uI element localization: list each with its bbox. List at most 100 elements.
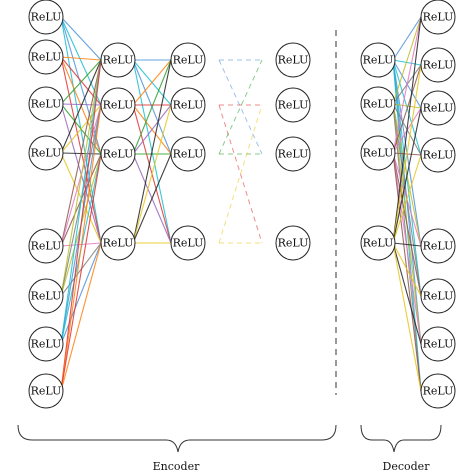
edge-decoder <box>392 16 422 61</box>
decoder-output-node: ReLU <box>420 326 456 362</box>
decoder-input-node: ReLU <box>360 42 396 78</box>
neuron-label: ReLU <box>31 385 62 398</box>
encoder-hidden1-node: ReLU <box>100 136 136 172</box>
edge-input-hidden1 <box>60 242 102 392</box>
neuron-label: ReLU <box>103 99 134 112</box>
neuron-label: ReLU <box>278 237 309 250</box>
neuron-label: ReLU <box>103 237 134 250</box>
encoder-input-node: ReLU <box>28 0 64 35</box>
decoder-input-node: ReLU <box>360 135 396 171</box>
neuron-circle <box>275 225 311 261</box>
edge-decoder <box>392 16 422 244</box>
decoder-output-node: ReLU <box>420 47 456 83</box>
encoder-input-node: ReLU <box>28 373 64 409</box>
encoder-hidden2-node: ReLU <box>170 136 206 172</box>
edge-input-hidden1 <box>60 16 102 61</box>
encoder-input-node: ReLU <box>28 39 64 75</box>
neuron-circle <box>420 47 456 83</box>
edge-input-hidden1 <box>60 56 102 61</box>
neuron-circle <box>420 326 456 362</box>
edge-decoder <box>392 59 422 66</box>
encoder-output-node: ReLU <box>275 136 311 172</box>
neuron-circle <box>275 42 311 78</box>
neuron-circle <box>420 373 456 409</box>
neuron-label: ReLU <box>423 338 454 351</box>
edge-decoder <box>392 242 422 247</box>
neuron-circle <box>170 42 206 78</box>
neuron-circle <box>100 87 136 123</box>
encoder-brace <box>17 424 337 453</box>
neuron-label: ReLU <box>423 11 454 24</box>
decoder-input-node: ReLU <box>360 225 396 261</box>
edge-hidden2-output <box>218 59 263 155</box>
encoder-hidden2-node: ReLU <box>170 87 206 123</box>
neuron-label: ReLU <box>31 98 62 111</box>
edge-input-hidden1 <box>60 16 102 155</box>
neuron-label: ReLU <box>103 54 134 67</box>
decoder-output-node: ReLU <box>420 373 456 409</box>
neuron-label: ReLU <box>31 11 62 24</box>
neuron-label: ReLU <box>423 290 454 303</box>
neuron-circle <box>28 326 64 362</box>
edge-input-hidden1 <box>60 59 102 154</box>
encoder-input-node: ReLU <box>28 135 64 171</box>
edge-decoder <box>392 242 422 392</box>
edge-decoder <box>392 64 422 244</box>
edge-hidden1-hidden2 <box>132 104 172 244</box>
neuron-label: ReLU <box>278 148 309 161</box>
neuron-circle <box>170 136 206 172</box>
edge-decoder <box>392 154 422 244</box>
neuron-circle <box>360 225 396 261</box>
edge-hidden1-hidden2 <box>132 59 172 106</box>
encoder-input-node: ReLU <box>28 86 64 122</box>
edge-decoder <box>392 152 422 297</box>
neuron-circle <box>275 87 311 123</box>
encoder-hidden1-node: ReLU <box>100 42 136 78</box>
neuron-label: ReLU <box>173 148 204 161</box>
neuron-circle <box>420 137 456 173</box>
decoder-input-node: ReLU <box>360 86 396 122</box>
edge-input-hidden1 <box>60 59 102 247</box>
edge-decoder <box>392 103 422 109</box>
neuron-label: ReLU <box>173 99 204 112</box>
neuron-label: ReLU <box>31 290 62 303</box>
neuron-circle <box>28 86 64 122</box>
edge-input-hidden1 <box>60 242 102 345</box>
neuron-circle <box>28 373 64 409</box>
edge-decoder <box>392 242 422 297</box>
encoder-output-node: ReLU <box>275 225 311 261</box>
encoder-input-node: ReLU <box>28 228 64 264</box>
encoder-input-node: ReLU <box>28 278 64 314</box>
edge-input-hidden1 <box>60 16 102 244</box>
edge-decoder <box>392 16 422 105</box>
neuron-circle <box>360 86 396 122</box>
neuron-label: ReLU <box>173 237 204 250</box>
neuron-circle <box>275 136 311 172</box>
neuron-label: ReLU <box>278 54 309 67</box>
neuron-label: ReLU <box>363 147 394 160</box>
neuron-circle <box>100 225 136 261</box>
edge-input-hidden1 <box>60 16 102 106</box>
edge-hidden1-hidden2 <box>132 104 172 155</box>
edge-hidden1-hidden2 <box>132 153 172 244</box>
neuron-label: ReLU <box>423 240 454 253</box>
edge-hidden1-hidden2 <box>132 59 172 155</box>
edge-input-hidden1 <box>60 153 102 392</box>
neuron-label: ReLU <box>31 51 62 64</box>
decoder-output-node: ReLU <box>420 137 456 173</box>
neuron-label: ReLU <box>31 240 62 253</box>
neuron-circle <box>28 0 64 35</box>
neuron-circle <box>420 278 456 314</box>
neuron-label: ReLU <box>31 338 62 351</box>
neuron-circle <box>28 278 64 314</box>
edge-decoder <box>392 64 422 154</box>
encoder-input-node: ReLU <box>28 326 64 362</box>
decoder-label: Decoder <box>383 460 431 473</box>
neuron-circle <box>170 225 206 261</box>
edge-decoder <box>392 107 422 244</box>
edge-decoder <box>392 16 422 154</box>
neuron-label: ReLU <box>173 54 204 67</box>
neuron-label: ReLU <box>103 148 134 161</box>
decoder-output-node: ReLU <box>420 90 456 126</box>
neuron-label: ReLU <box>423 385 454 398</box>
